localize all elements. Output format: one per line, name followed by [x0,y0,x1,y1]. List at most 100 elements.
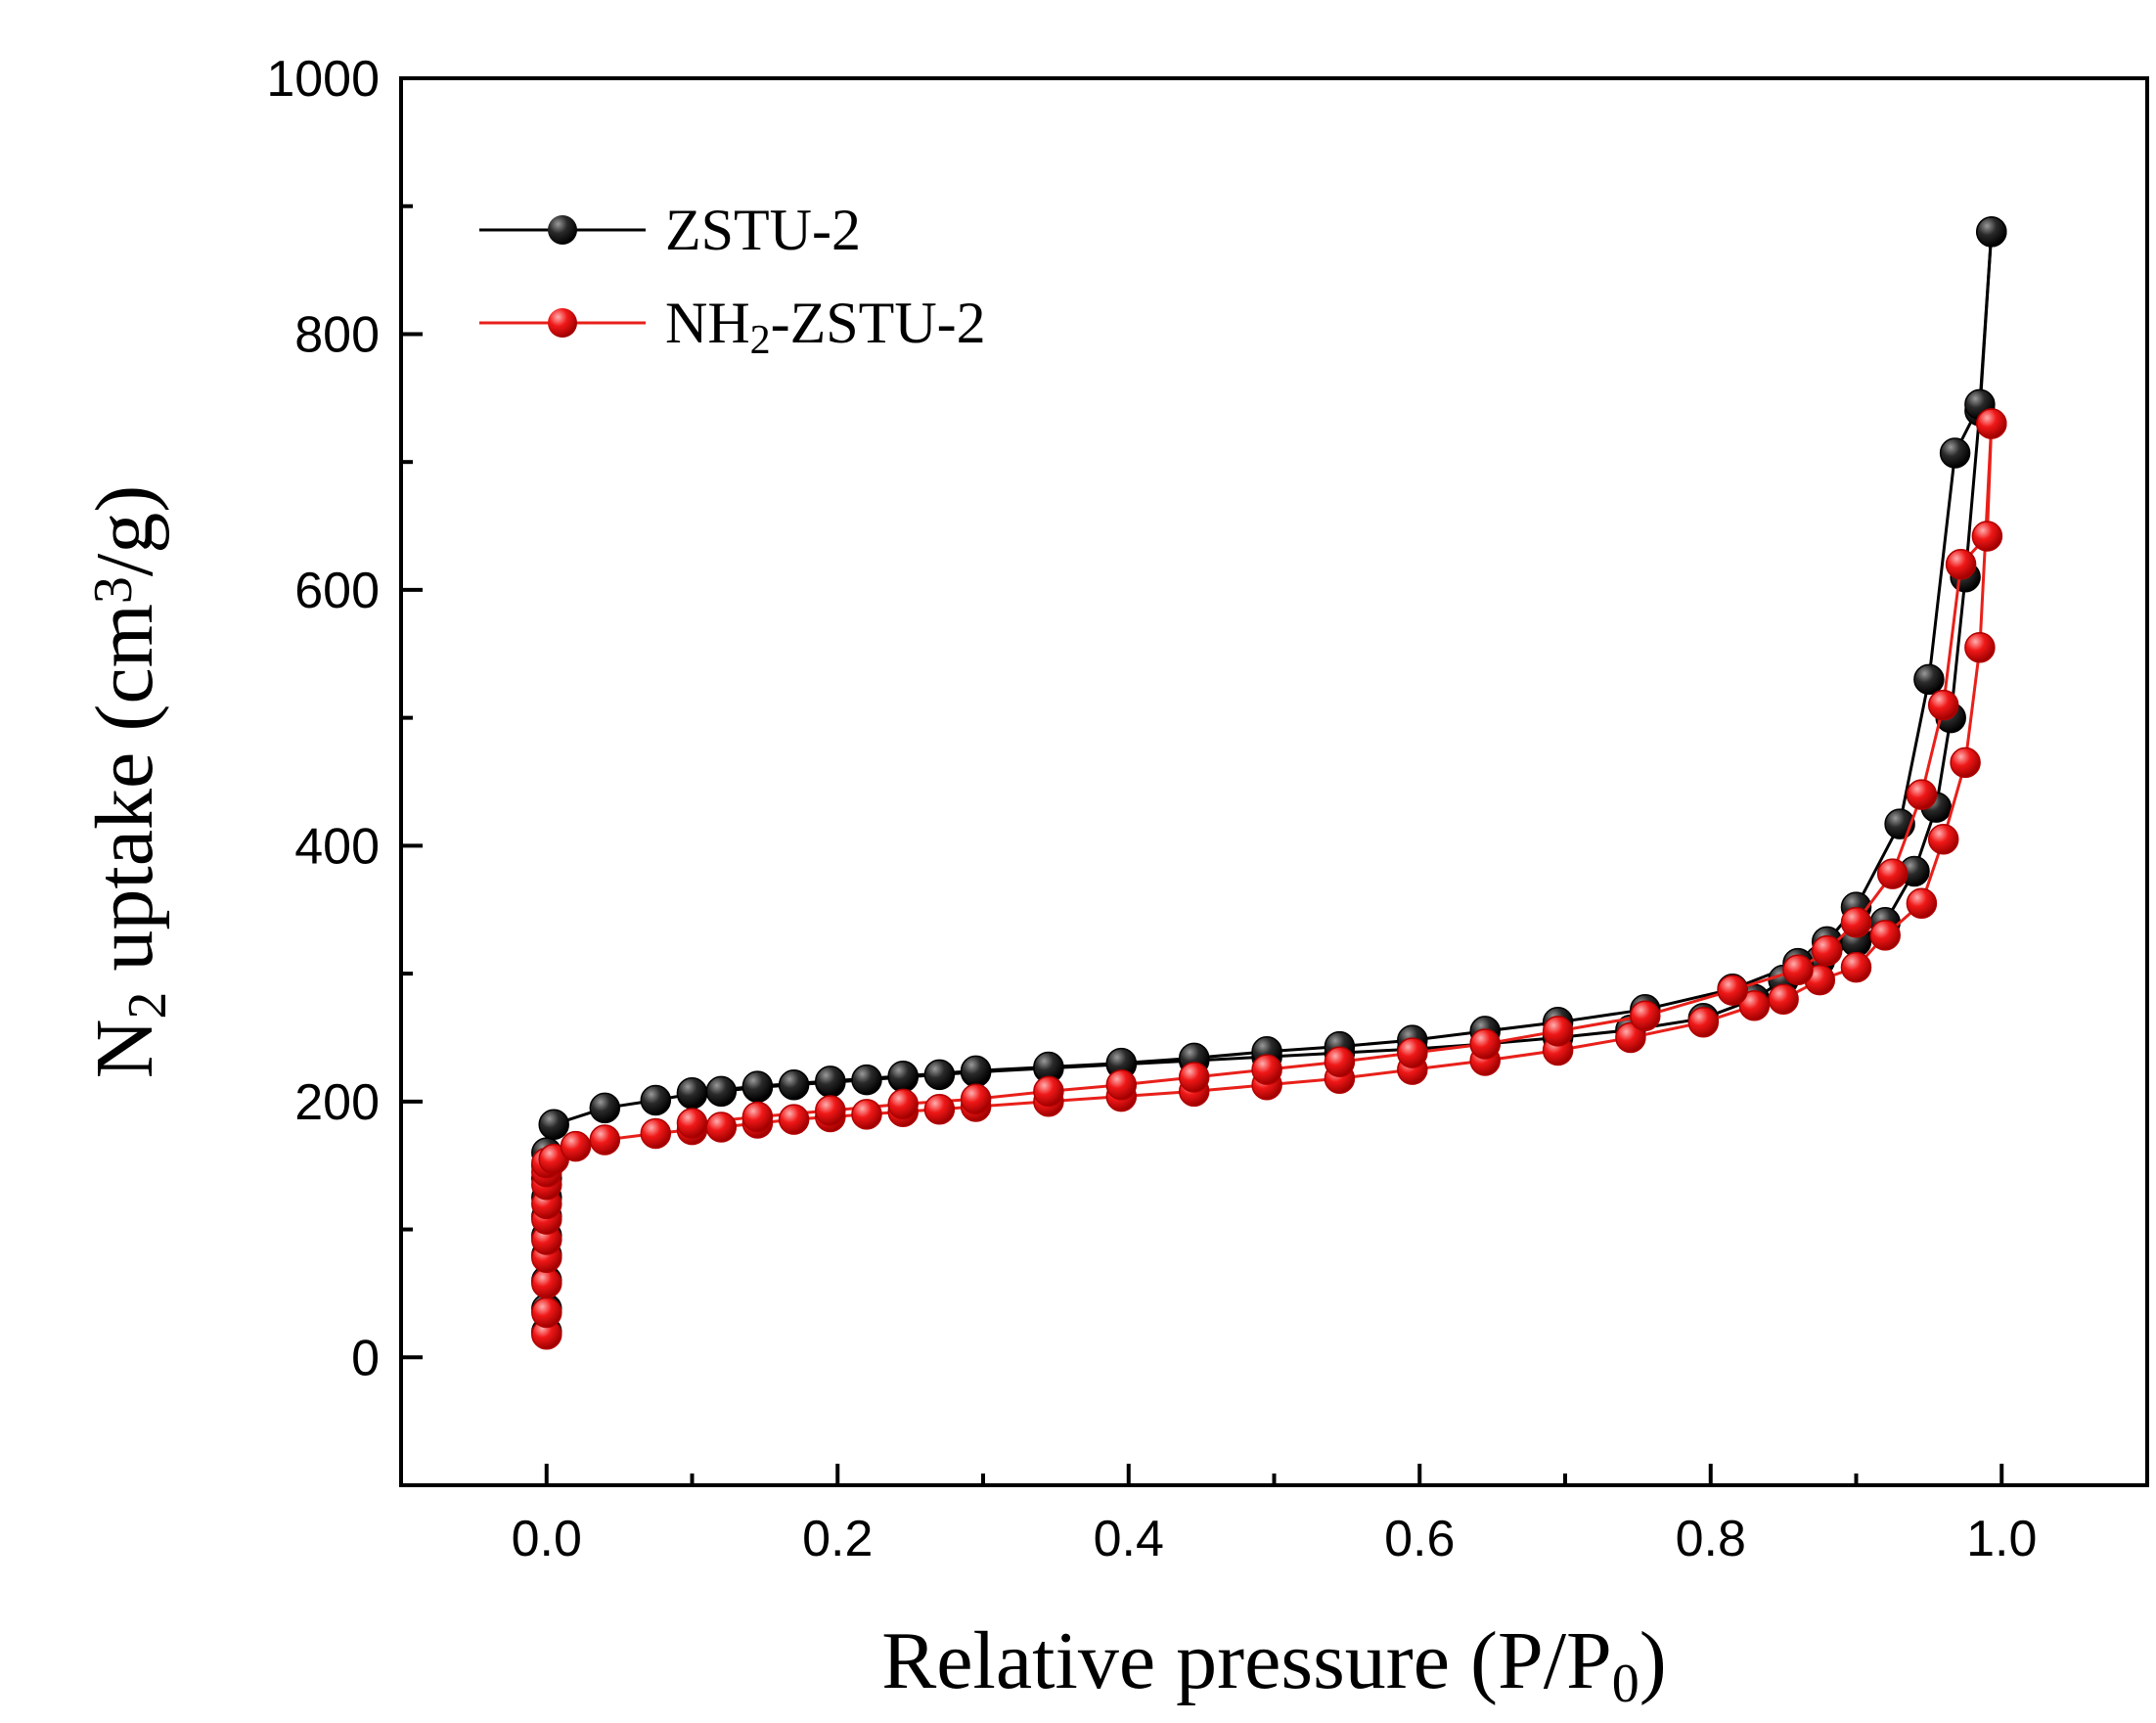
legend: ZSTU-2 NH2-ZSTU-2 [479,198,986,363]
x-axis-title: Relative pressure (P/P0) [881,1615,1667,1714]
data-point [1542,1016,1574,1047]
x-tick-label: 0.6 [1384,1511,1455,1567]
x-axis-title-sub: 0 [1612,1654,1639,1714]
desorption-line [692,423,1994,1125]
data-point [589,1124,621,1156]
data-point [1811,934,1843,967]
data-point [1913,663,1945,696]
data-point [1964,631,1996,663]
data-point [778,1069,810,1101]
series-nh2-zstu-2 [531,408,2007,1350]
data-point [923,1059,956,1091]
data-point [676,1108,708,1139]
series-zstu-2 [531,216,2007,1347]
x-tick-label: 0.0 [512,1511,582,1567]
data-point [815,1095,846,1126]
data-point [531,1296,562,1329]
data-point [589,1092,621,1124]
data-point [887,1088,919,1120]
data-point [1033,1075,1064,1108]
data-point [1324,1046,1356,1078]
y-axis-title-pre: N [79,1020,170,1079]
legend-label-tail: -ZSTU-2 [771,291,986,355]
data-point [676,1076,708,1109]
series-layer [531,216,2007,1350]
data-point [538,1109,569,1141]
x-tick-label: 1.0 [1966,1511,2037,1567]
legend-label: NH2-ZSTU-2 [665,291,986,363]
legend-item: NH2-ZSTU-2 [479,291,986,363]
data-point [923,1093,956,1125]
x-axis-title-tail: ) [1639,1615,1667,1706]
adsorption-line [545,423,1994,1335]
y-tick-label: 400 [294,818,380,875]
x-axis: 0.0 0.2 0.4 0.6 0.8 1.0 [512,1464,2037,1567]
x-tick-label: 0.2 [802,1511,873,1567]
data-point [1976,408,2007,439]
y-tick-label: 0 [351,1330,380,1386]
data-point [1717,975,1748,1006]
data-point [1927,824,1959,855]
data-point [705,1075,738,1108]
y-axis-title-sub: 2 [117,992,178,1020]
data-point [1876,858,1909,889]
data-point [640,1084,672,1116]
data-point [1469,1028,1501,1060]
y-axis-title-tail: /g) [79,485,170,576]
data-point [778,1104,810,1135]
data-point [1768,983,1799,1015]
legend-marker [548,215,577,245]
data-point [1906,887,1938,919]
legend-label-pre: ZSTU-2 [665,198,861,262]
data-point [1782,954,1814,985]
y-tick-label: 800 [294,306,380,363]
data-point [1630,1000,1661,1031]
data-point [741,1070,774,1102]
data-point [1840,951,1872,983]
data-point [560,1130,592,1162]
data-point [1950,747,1981,779]
y-axis-title: N2 uptake (cm3/g) [79,485,178,1078]
data-point [887,1060,919,1092]
data-point [1945,549,1977,580]
legend-marker [548,308,577,338]
data-point [851,1064,882,1096]
data-point [1976,216,2007,248]
data-point [1105,1069,1138,1101]
y-tick-label: 200 [294,1074,380,1131]
y-axis-title-mid: uptake (cm [79,604,170,992]
data-point [705,1111,738,1143]
data-point [640,1117,672,1150]
y-tick-label: 600 [294,563,380,619]
x-tick-label: 0.4 [1094,1511,1164,1567]
data-point [1840,907,1872,938]
data-point [1251,1054,1282,1085]
data-point [1687,1007,1720,1038]
data-point [960,1083,992,1114]
data-point [1927,689,1959,721]
legend-label-sub: 2 [750,318,771,363]
x-axis-title-main: Relative pressure (P/P [881,1615,1612,1706]
plot-frame [399,76,2149,1487]
data-point [1738,990,1771,1021]
x-tick-label: 0.8 [1676,1511,1746,1567]
data-point [960,1055,992,1087]
data-point [851,1099,882,1130]
data-point [815,1066,846,1097]
data-point [1906,779,1938,810]
legend-label: ZSTU-2 [665,198,861,262]
data-point [1397,1037,1428,1068]
data-point [1971,521,2003,552]
legend-label-pre: NH [665,291,750,355]
adsorption-line [545,231,1994,1333]
data-point [741,1101,774,1133]
data-point [1615,1021,1646,1054]
legend-item: ZSTU-2 [479,198,861,262]
data-point [1869,920,1901,951]
y-tick-label: 1000 [266,51,380,108]
data-point [1178,1062,1210,1093]
y-axis: 0 200 400 600 800 1000 [266,51,423,1487]
data-point [1939,437,1971,469]
